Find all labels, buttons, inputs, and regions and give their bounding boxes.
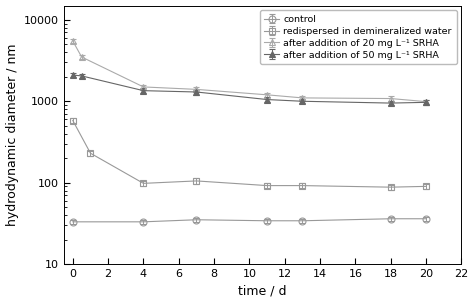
Y-axis label: hydrodynamic diameter / nm: hydrodynamic diameter / nm [6,44,18,226]
X-axis label: time / d: time / d [238,285,287,298]
Legend: control, redispersed in demineralized water, after addition of 20 mg L⁻¹ SRHA, a: control, redispersed in demineralized wa… [260,10,456,64]
